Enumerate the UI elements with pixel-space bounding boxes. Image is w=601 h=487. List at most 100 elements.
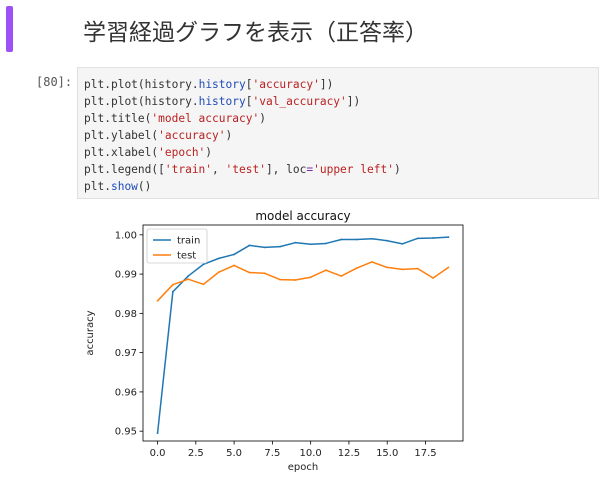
data-point-train — [416, 237, 419, 240]
code-line: plt.legend(['train', 'test'], loc='upper… — [84, 161, 401, 178]
data-point-test — [340, 275, 343, 277]
code-token: plot — [110, 78, 138, 91]
data-point-test — [233, 264, 236, 267]
code-token: legend — [110, 163, 152, 176]
code-token: 'val_accuracy' — [252, 95, 347, 108]
series-line-test — [157, 261, 449, 302]
data-point-test — [279, 278, 281, 281]
data-point-train — [156, 432, 159, 435]
chart-title: model accuracy — [255, 209, 350, 223]
code-token: plot — [110, 95, 138, 108]
data-point-test — [386, 266, 389, 269]
data-point-test — [309, 276, 312, 279]
code-token: . — [104, 180, 111, 193]
data-point-train — [187, 275, 190, 277]
code-token: ( — [151, 129, 159, 142]
code-token: 'upper left' — [313, 163, 394, 176]
code-token: . — [104, 129, 111, 142]
data-point-train — [294, 241, 297, 244]
y-tick-label: 1.00 — [115, 230, 137, 241]
x-tick-label: 2.5 — [188, 448, 204, 459]
code-token: show — [110, 180, 138, 193]
legend-label-test: test — [177, 251, 196, 262]
y-tick-label: 0.98 — [115, 309, 137, 320]
data-point-train — [248, 244, 251, 247]
data-point-test — [156, 299, 159, 302]
data-point-train — [202, 263, 205, 266]
code-token: ]) — [346, 95, 361, 108]
x-tick-label: 10.0 — [300, 448, 322, 459]
data-point-test — [401, 268, 404, 271]
code-token: plt — [84, 129, 105, 142]
code-token: plt — [84, 112, 105, 125]
data-point-test — [447, 266, 450, 269]
code-line: plt.show() — [84, 178, 401, 195]
code-token: history — [144, 78, 192, 91]
plot-area-frame — [142, 224, 464, 442]
code-token: 'train' — [164, 163, 213, 176]
y-axis-label: accuracy — [85, 310, 96, 355]
code-token: . — [104, 163, 111, 176]
code-token: ]) — [319, 78, 334, 91]
code-token: 'test' — [225, 163, 266, 176]
code-token: . — [104, 95, 111, 108]
code-token: . — [191, 78, 199, 91]
data-point-test — [432, 277, 435, 279]
code-token: plt — [84, 95, 105, 108]
data-point-train — [355, 238, 358, 241]
data-point-train — [447, 236, 450, 239]
code-token: 'epoch' — [158, 146, 206, 159]
data-point-test — [294, 279, 297, 281]
markdown-cell[interactable]: 学習経過グラフを表示（正答率） — [0, 0, 601, 62]
code-token: ) — [205, 146, 213, 159]
code-token: 'accuracy' — [252, 78, 320, 91]
x-axis-label: epoch — [288, 462, 318, 473]
code-token: ([ — [151, 163, 165, 176]
data-point-test — [171, 283, 174, 286]
code-token: , — [212, 163, 226, 176]
data-point-train — [386, 239, 389, 242]
data-point-test — [202, 283, 205, 286]
series-line-train — [156, 236, 449, 434]
data-point-train — [217, 257, 220, 260]
y-tick-label: 0.99 — [115, 270, 137, 281]
execution-count-prompt: [80]: — [36, 75, 73, 89]
code-token: . — [104, 146, 111, 159]
data-point-test — [416, 267, 419, 270]
code-cell-editor[interactable]: plt.plot(history.history['accuracy']) plt… — [77, 67, 599, 199]
data-point-test — [248, 271, 251, 274]
data-point-train — [171, 290, 174, 293]
x-tick-label: 15.0 — [376, 448, 398, 459]
data-point-train — [233, 253, 236, 256]
data-point-train — [401, 242, 404, 245]
x-tick-label: 17.5 — [414, 448, 436, 459]
code-token: [ — [245, 78, 253, 91]
code-content[interactable]: plt.plot(history.history['accuracy']) plt… — [84, 76, 401, 195]
accuracy-chart: model accuracy 0.0 2.5 5.0 7.5 10.0 12.5 15.0 17… — [85, 209, 464, 473]
code-token: ( — [137, 78, 145, 91]
y-tick-label: 0.95 — [115, 427, 137, 438]
data-point-train — [279, 245, 281, 248]
data-point-train — [340, 238, 343, 241]
code-token: . — [104, 112, 111, 125]
code-token: history — [144, 95, 192, 108]
code-token: plt — [84, 180, 105, 193]
code-token: title — [110, 112, 145, 125]
code-token: . — [104, 78, 111, 91]
data-point-test — [187, 278, 190, 281]
code-token: 'model accuracy' — [151, 112, 260, 125]
legend-label-train: train — [177, 236, 200, 247]
x-tick-label: 12.5 — [338, 448, 360, 459]
data-point-test — [263, 272, 266, 275]
data-point-train — [325, 242, 327, 245]
code-token: ( — [137, 95, 145, 108]
x-tick-label: 0.0 — [150, 448, 166, 459]
code-token: history — [198, 78, 246, 91]
code-token: = — [306, 163, 314, 176]
y-tick-label: 0.97 — [115, 348, 137, 359]
code-token: xlabel — [110, 146, 152, 159]
data-point-train — [370, 237, 373, 240]
code-token: plt — [84, 146, 105, 159]
data-point-train — [309, 243, 312, 246]
code-line: plt.plot(history.history['val_accuracy']… — [84, 93, 401, 110]
